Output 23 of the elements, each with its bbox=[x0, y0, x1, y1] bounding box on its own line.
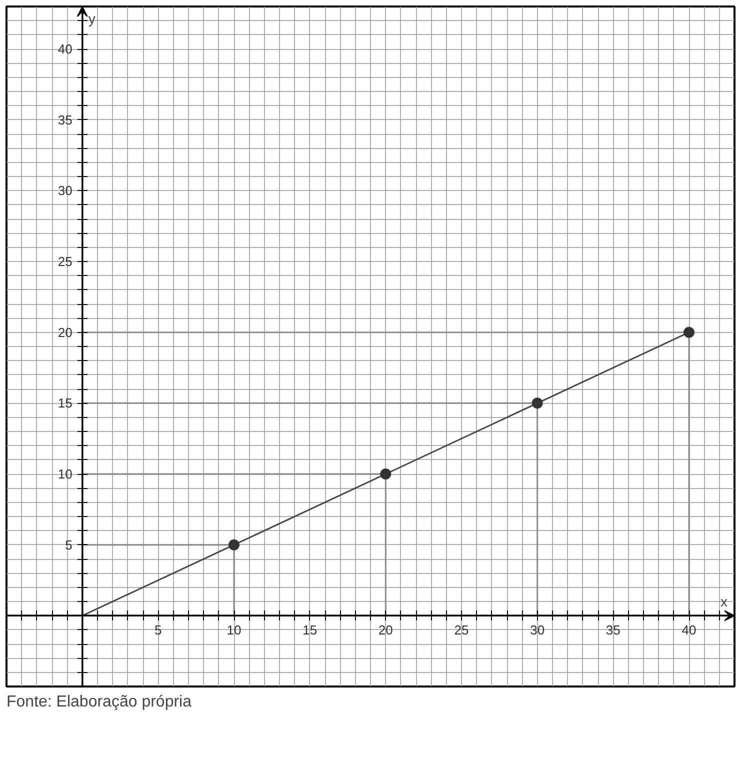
x-tick-label: 10 bbox=[226, 622, 242, 638]
y-tick-label: 40 bbox=[58, 42, 72, 56]
y-tick-label: 10 bbox=[58, 466, 72, 482]
x-tick-label: 20 bbox=[378, 622, 393, 638]
x-tick-label: 5 bbox=[154, 622, 162, 638]
point bbox=[684, 326, 694, 338]
point bbox=[380, 468, 392, 480]
x-axis-title: x bbox=[720, 594, 728, 610]
y-axis-title: y bbox=[88, 10, 96, 26]
y-tick-label: 25 bbox=[58, 254, 72, 269]
x-tick-label: 40 bbox=[682, 622, 696, 638]
x-tick-label: 35 bbox=[606, 622, 620, 638]
x-tick-label: 30 bbox=[530, 622, 545, 638]
y-tick-label: 5 bbox=[65, 537, 72, 552]
y-tick-label: 15 bbox=[58, 396, 72, 411]
x-tick-label: 15 bbox=[302, 622, 318, 638]
x-tick-label: 25 bbox=[454, 622, 469, 638]
source-note: Fonte: Elaboração própria bbox=[6, 694, 192, 710]
point bbox=[228, 539, 240, 550]
y-tick-label: 30 bbox=[58, 183, 72, 198]
y-tick-label: 20 bbox=[58, 324, 72, 340]
y-tick-label: 35 bbox=[58, 112, 72, 128]
point bbox=[532, 398, 543, 409]
